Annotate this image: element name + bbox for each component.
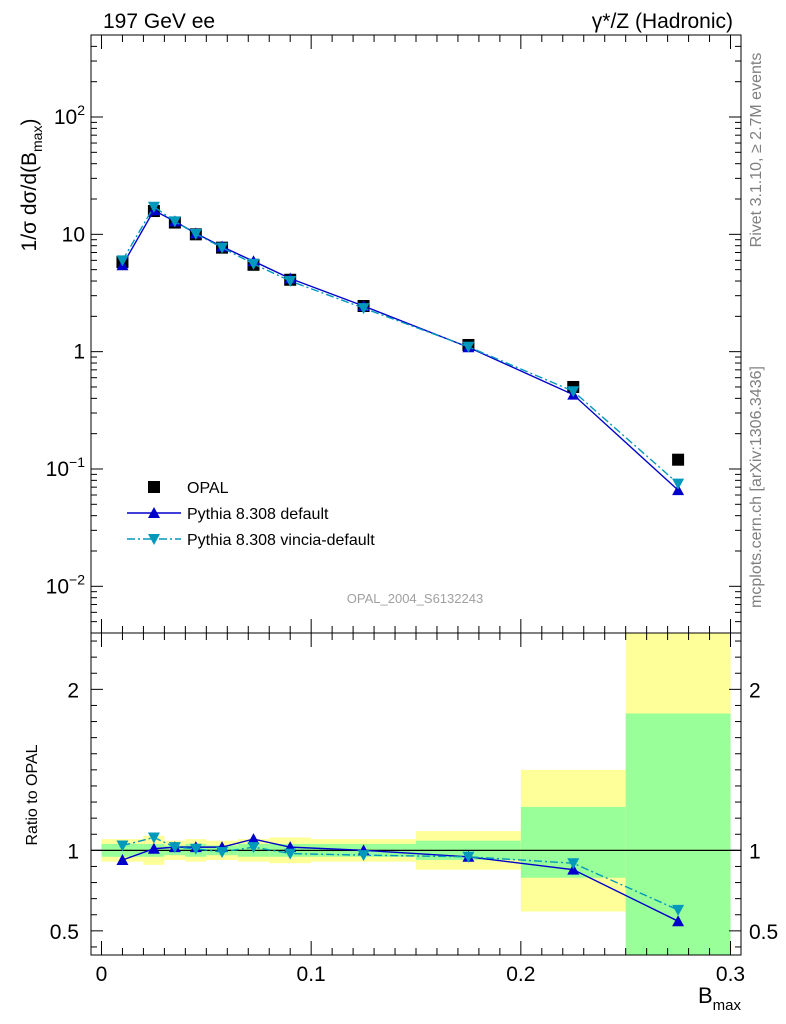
- y-axis-label-main: 1/σ dσ/d(Bmax): [18, 119, 45, 252]
- main-axes: 10−2 10−1 1 10 102: [46, 34, 742, 634]
- ratio-vincia-marker: [357, 850, 370, 862]
- pythia-default-marker: [672, 484, 685, 496]
- ratio-marks: [116, 832, 685, 927]
- legend-vincia-marker: [148, 534, 160, 545]
- ratio-bands: [101, 633, 731, 955]
- ratio-y-tick-label-right: 0.5: [749, 921, 778, 944]
- ratio-x-tick-label: 0.2: [506, 963, 535, 986]
- mcplots-label: mcplots.cern.ch [arXiv:1306.3436]: [748, 366, 765, 608]
- main-y-tick-label: 102: [54, 102, 85, 129]
- main-y-tick-label: 1: [73, 341, 85, 364]
- ratio-vincia-marker: [116, 840, 129, 852]
- legend-entry-label: OPAL: [187, 480, 229, 497]
- ratio-vincia-marker: [567, 858, 580, 870]
- pythia-default-line: [121, 209, 679, 491]
- vincia-marker: [672, 478, 685, 490]
- vincia-marker: [189, 228, 202, 240]
- vincia-marker: [567, 386, 580, 398]
- ratio-x-tick-label: 0.1: [297, 963, 326, 986]
- ratio-vincia-marker: [216, 846, 229, 858]
- ratio-vincia-marker: [284, 848, 297, 860]
- vincia-marker: [284, 276, 297, 288]
- ratio-y-tick-label-right: 1: [749, 840, 761, 863]
- ratio-pythia-default-marker: [247, 833, 260, 845]
- ratio-y-tick-label: 2: [67, 679, 79, 702]
- ratio-y-tick-label-right: 2: [749, 679, 761, 702]
- y-axis-label-ratio: Ratio to OPAL: [24, 744, 41, 845]
- ratio-pythia-default-marker: [147, 842, 160, 854]
- header-left-title: 197 GeV ee: [103, 10, 215, 33]
- ratio-vincia-marker: [147, 832, 160, 844]
- ratio-x-tick-label: 0: [96, 963, 108, 986]
- vincia-marker: [216, 242, 229, 254]
- vincia-marker: [357, 303, 370, 315]
- vincia-marker: [247, 258, 260, 270]
- vincia-marker: [147, 201, 160, 213]
- ratio-vincia-marker: [247, 842, 260, 854]
- header-right-title: γ*/Z (Hadronic): [592, 10, 733, 33]
- x-axis-label: Bmax: [698, 983, 742, 1014]
- legend: OPAL Pythia 8.308 default Pythia 8.308 vin…: [127, 480, 375, 549]
- legend-entry-label: Pythia 8.308 default: [187, 506, 329, 523]
- ratio-vincia-marker: [168, 842, 181, 854]
- main-marks: [116, 201, 685, 496]
- ratio-vincia-marker: [462, 851, 475, 863]
- vincia-marker: [116, 255, 129, 267]
- ratio-vincia-marker: [189, 843, 202, 855]
- legend-opal-swatch: [148, 481, 160, 493]
- ratio-pythia-default-marker: [116, 854, 129, 866]
- opal-point: [672, 453, 685, 466]
- legend-pythia-default-marker: [148, 507, 160, 518]
- rivet-label: Rivet 3.1.10, ≥ 2.7M events: [748, 53, 765, 248]
- legend-entry-label: Pythia 8.308 vincia-default: [187, 532, 375, 549]
- ratio-x-tick-label: 0.3: [716, 963, 745, 986]
- main-y-tick-label: 10−1: [46, 454, 86, 481]
- analysis-watermark: OPAL_2004_S6132243: [347, 591, 483, 606]
- main-y-tick-label: 10−2: [46, 571, 86, 598]
- vincia-marker: [168, 216, 181, 228]
- ratio-y-tick-label: 1: [67, 840, 79, 863]
- main-y-tick-label: 10: [62, 223, 85, 246]
- vincia-line: [121, 205, 679, 485]
- ratio-vincia-marker: [672, 904, 685, 916]
- ratio-pythia-default-marker: [672, 915, 685, 927]
- ratio-y-tick-label: 0.5: [50, 921, 79, 944]
- vincia-marker: [462, 341, 475, 353]
